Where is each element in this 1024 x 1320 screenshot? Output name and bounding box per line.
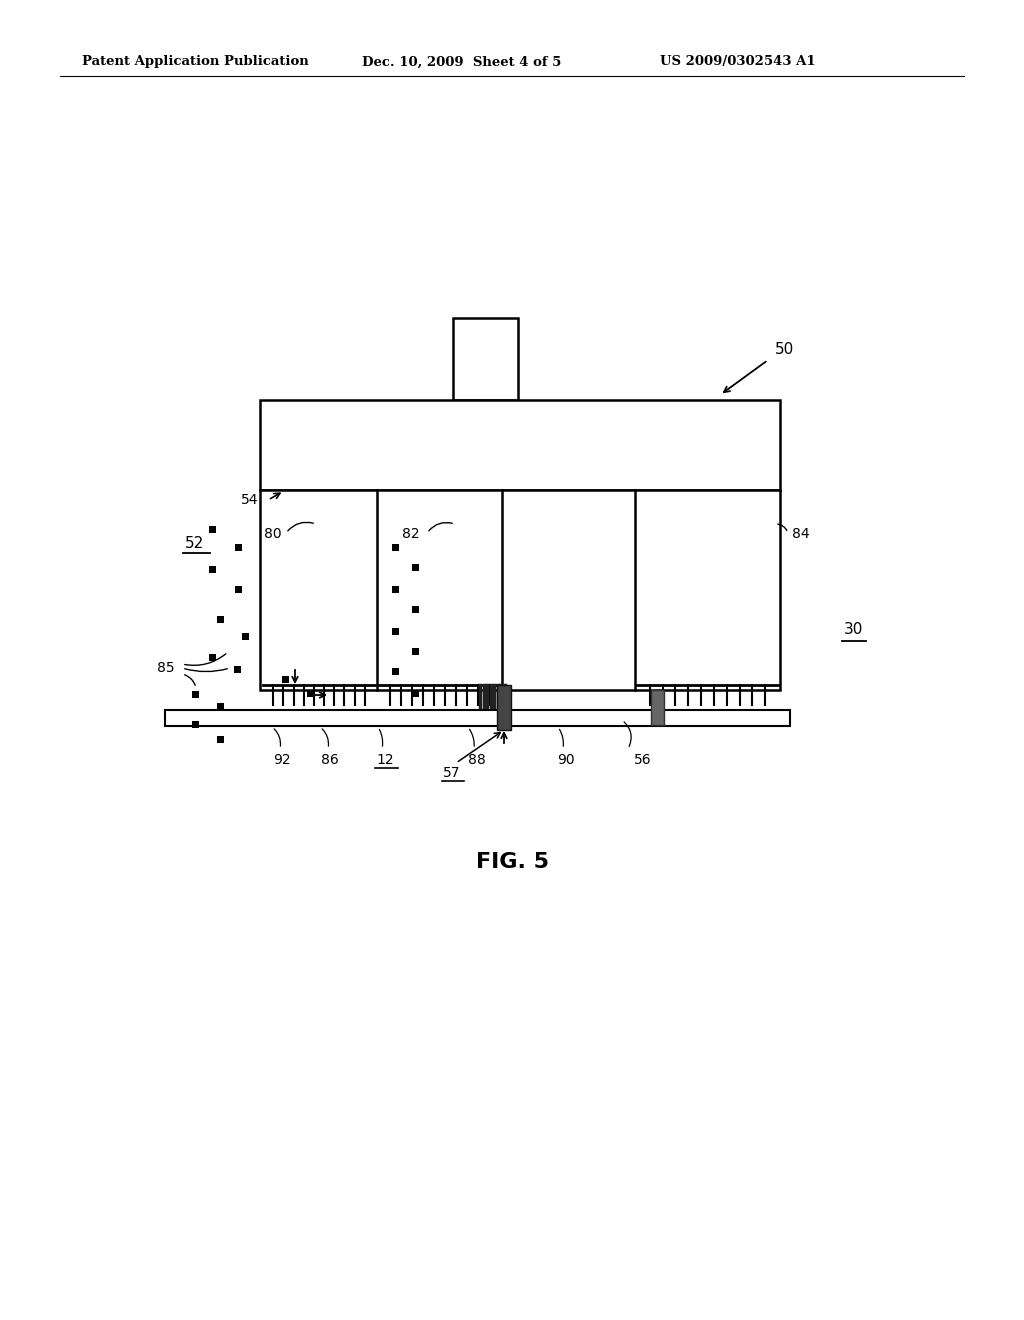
- Bar: [165, 710, 790, 726]
- Bar: [412, 648, 419, 655]
- Bar: [282, 676, 289, 682]
- Bar: [412, 564, 419, 572]
- Bar: [392, 544, 399, 550]
- Text: 12: 12: [376, 752, 394, 767]
- Text: 88: 88: [468, 752, 485, 767]
- Bar: [392, 668, 399, 675]
- Bar: [217, 616, 224, 623]
- Bar: [234, 667, 241, 673]
- Text: Patent Application Publication: Patent Application Publication: [82, 55, 309, 69]
- Text: 30: 30: [844, 623, 863, 638]
- Bar: [260, 400, 780, 490]
- Text: FIG. 5: FIG. 5: [475, 851, 549, 873]
- Bar: [651, 690, 664, 725]
- Bar: [217, 704, 224, 710]
- Text: 82: 82: [402, 527, 420, 541]
- Text: 85: 85: [158, 661, 175, 675]
- Bar: [209, 653, 216, 661]
- Text: 90: 90: [557, 752, 574, 767]
- Text: 80: 80: [264, 527, 282, 541]
- Bar: [392, 628, 399, 635]
- Text: US 2009/0302543 A1: US 2009/0302543 A1: [660, 55, 816, 69]
- Bar: [217, 737, 224, 743]
- Bar: [234, 544, 242, 550]
- Bar: [209, 566, 216, 573]
- Bar: [453, 318, 518, 400]
- Bar: [412, 690, 419, 697]
- Bar: [209, 525, 216, 533]
- Bar: [193, 721, 199, 729]
- Text: 54: 54: [241, 492, 258, 507]
- Bar: [260, 490, 780, 690]
- Bar: [193, 690, 199, 698]
- Text: 92: 92: [273, 752, 291, 767]
- Bar: [307, 690, 314, 697]
- Text: 86: 86: [322, 752, 339, 767]
- Text: 56: 56: [634, 752, 651, 767]
- Text: 84: 84: [792, 527, 810, 541]
- Bar: [497, 685, 511, 730]
- Bar: [392, 586, 399, 593]
- Bar: [234, 586, 242, 593]
- Text: 50: 50: [775, 342, 795, 358]
- Bar: [242, 634, 249, 640]
- Text: Dec. 10, 2009  Sheet 4 of 5: Dec. 10, 2009 Sheet 4 of 5: [362, 55, 561, 69]
- Text: 57: 57: [443, 766, 461, 780]
- Text: 52: 52: [185, 536, 205, 550]
- Bar: [412, 606, 419, 612]
